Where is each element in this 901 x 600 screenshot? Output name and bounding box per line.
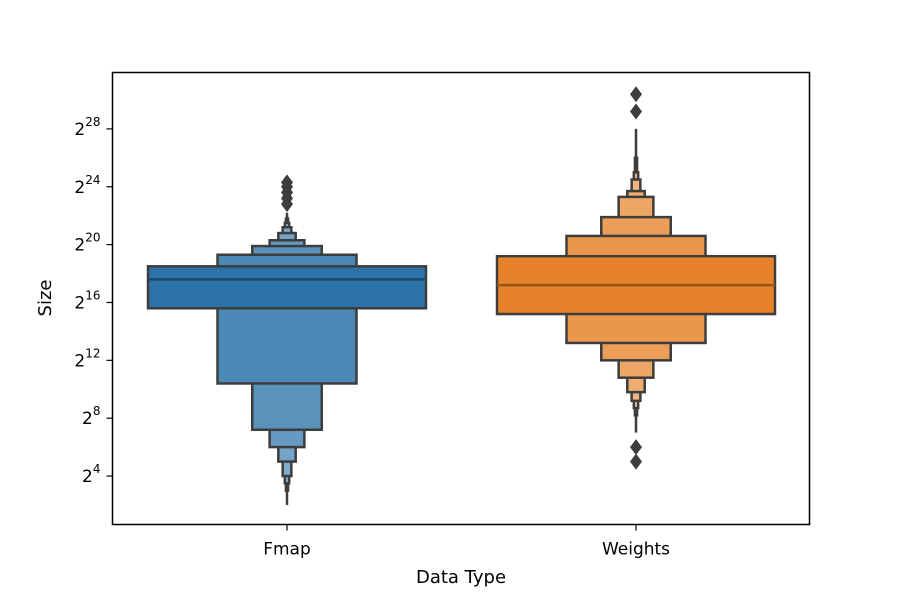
y-tick-label: 220 — [74, 231, 100, 256]
x-tick-label: Weights — [602, 540, 670, 560]
y-tick-label: 28 — [82, 404, 100, 429]
y-tick-base: 2 — [74, 236, 85, 256]
y-tick-label: 24 — [82, 462, 100, 487]
outlier-point — [630, 103, 642, 120]
x-tick-label: Fmap — [263, 540, 311, 560]
y-tick-label: 212 — [74, 346, 100, 371]
box-level-0 — [146, 265, 428, 310]
x-axis: Fmap Weights — [263, 524, 670, 560]
y-tick-base: 2 — [74, 351, 85, 371]
y-tick-exponent: 28 — [85, 115, 100, 129]
y-tick-label: 224 — [74, 173, 100, 198]
y-tick-exponent: 20 — [85, 231, 100, 245]
outlier-point — [281, 174, 293, 191]
y-tick-label: 228 — [74, 115, 100, 140]
y-tick-exponent: 12 — [85, 346, 100, 360]
y-tick-base: 2 — [82, 409, 93, 429]
y-tick-exponent: 16 — [85, 288, 100, 302]
outlier-point — [630, 86, 642, 103]
plot-frame — [111, 71, 811, 526]
y-tick-exponent: 4 — [93, 462, 101, 476]
x-axis-label: Data Type — [416, 567, 506, 588]
y-axis-label: Size — [35, 280, 56, 317]
plot-layer — [146, 86, 777, 505]
y-tick-exponent: 24 — [85, 173, 100, 187]
outlier-point — [630, 439, 642, 456]
y-tick-base: 2 — [74, 178, 85, 198]
y-tick-exponent: 8 — [93, 404, 101, 418]
y-tick-base: 2 — [74, 293, 85, 313]
series-weights — [495, 86, 777, 470]
outlier-point — [630, 453, 642, 470]
y-tick-base: 2 — [74, 120, 85, 140]
y-tick-base: 2 — [82, 467, 93, 487]
series-fmap — [146, 174, 428, 505]
y-tick-label: 216 — [74, 288, 100, 313]
